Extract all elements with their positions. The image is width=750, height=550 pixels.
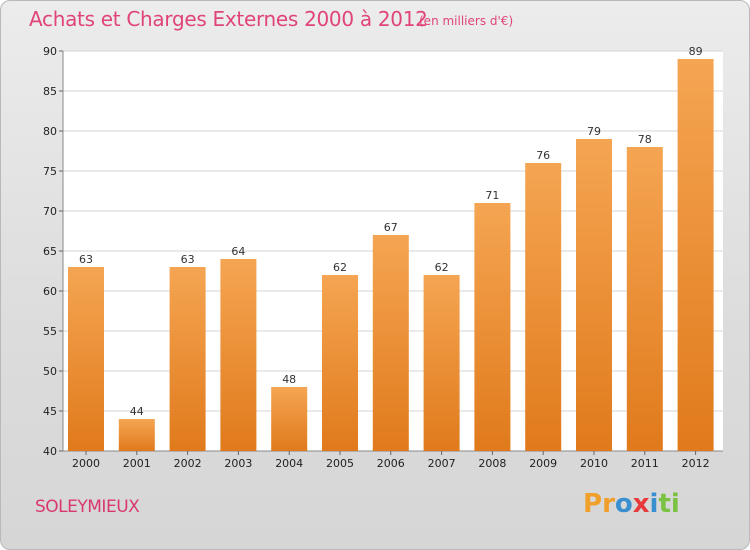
data-label: 48 <box>282 373 296 386</box>
bar-2002 <box>169 267 206 451</box>
x-tick-label: 2007 <box>428 457 456 470</box>
bar-2010 <box>576 139 612 451</box>
data-label: 89 <box>689 45 703 58</box>
y-tick-label: 85 <box>43 85 57 98</box>
bar-2003 <box>220 259 257 451</box>
data-label: 64 <box>231 245 245 258</box>
data-labels: 63 44 63 64 48 62 67 62 71 76 79 78 89 <box>79 45 703 418</box>
data-label: 78 <box>638 133 652 146</box>
logo-letter: r <box>602 489 615 519</box>
y-tick-label: 75 <box>43 165 57 178</box>
logo-letter: t <box>658 489 671 519</box>
y-tick-label: 65 <box>43 245 57 258</box>
logo-letter: i <box>649 489 659 519</box>
data-label: 67 <box>384 221 398 234</box>
x-axis-ticks: 2000 2001 2002 2003 2004 2005 2006 2007 2008 2009… <box>72 451 710 470</box>
bar-2001 <box>118 419 155 451</box>
place-name: SOLEYMIEUX <box>35 497 140 517</box>
x-tick-label: 2001 <box>123 457 151 470</box>
logo-letter: i <box>670 489 680 519</box>
bar-2008 <box>474 203 511 451</box>
y-tick-label: 55 <box>43 325 57 338</box>
x-tick-label: 2000 <box>72 457 100 470</box>
data-label: 63 <box>79 253 93 266</box>
chart-subtitle: (en milliers d'€) <box>419 14 514 28</box>
x-tick-label: 2006 <box>377 457 405 470</box>
x-tick-label: 2012 <box>682 457 710 470</box>
data-label: 76 <box>536 149 550 162</box>
x-tick-label: 2004 <box>275 457 303 470</box>
logo-letter: o <box>614 489 633 519</box>
x-tick-label: 2003 <box>224 457 252 470</box>
proxiti-logo: Proxiti <box>583 489 680 519</box>
y-tick-label: 70 <box>43 205 57 218</box>
data-label: 62 <box>333 261 347 274</box>
x-tick-label: 2008 <box>478 457 506 470</box>
y-tick-label: 80 <box>43 125 57 138</box>
x-tick-label: 2009 <box>529 457 557 470</box>
x-tick-label: 2010 <box>580 457 608 470</box>
data-label: 44 <box>130 405 144 418</box>
bar-2011 <box>626 147 663 451</box>
data-label: 62 <box>435 261 449 274</box>
data-label: 71 <box>485 189 499 202</box>
data-label: 79 <box>587 125 601 138</box>
data-label: 63 <box>181 253 195 266</box>
x-tick-label: 2011 <box>631 457 659 470</box>
bar-2007 <box>423 275 460 451</box>
y-tick-label: 60 <box>43 285 57 298</box>
chart-title: Achats et Charges Externes 2000 à 2012 <box>29 7 428 31</box>
bar-2004 <box>271 387 308 451</box>
y-tick-label: 40 <box>43 445 57 458</box>
bar-2009 <box>525 163 562 451</box>
x-tick-label: 2002 <box>174 457 202 470</box>
y-tick-label: 90 <box>43 45 57 58</box>
bar-2005 <box>322 275 358 451</box>
logo-letter: P <box>583 489 603 519</box>
y-tick-label: 50 <box>43 365 57 378</box>
y-axis-ticks: 40 45 50 55 60 65 70 75 80 85 90 <box>43 45 63 458</box>
bar-2012 <box>677 59 714 451</box>
x-tick-label: 2005 <box>326 457 354 470</box>
bars <box>68 59 714 451</box>
bar-2006 <box>372 235 409 451</box>
y-tick-label: 45 <box>43 405 57 418</box>
logo-letter: x <box>632 489 650 519</box>
bar-2000 <box>68 267 104 451</box>
